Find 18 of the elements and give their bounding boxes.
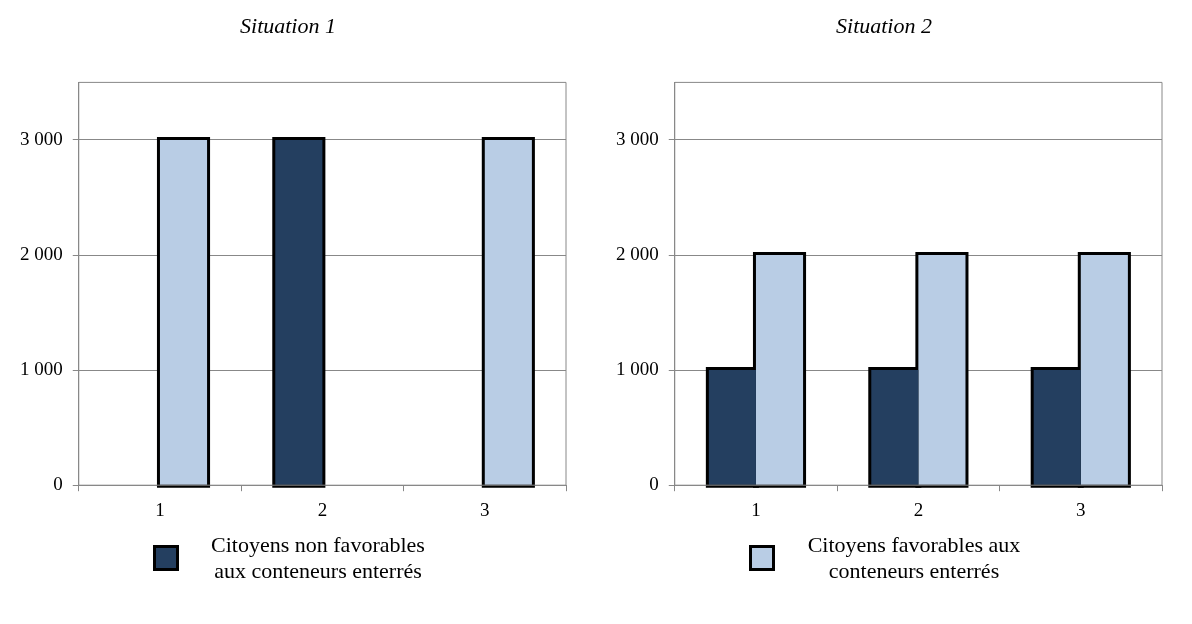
chart-title: Situation 2 <box>836 12 932 38</box>
y-tick-label: 1 000 <box>20 358 63 380</box>
y-tick-label: 0 <box>649 473 659 495</box>
x-tick-label: 3 <box>1076 498 1086 520</box>
y-tick-label: 2 000 <box>20 243 63 265</box>
x-tick-label: 2 <box>317 498 328 520</box>
chart-title: Situation 1 <box>240 12 336 38</box>
y-tick-label: 2 000 <box>616 243 659 265</box>
y-tick-label: 1 000 <box>616 358 659 380</box>
legend-label: Citoyens non favorables aux conteneurs enterrés <box>210 532 426 584</box>
x-tick-label: 2 <box>913 498 924 520</box>
legend-label: Citoyens favorables aux conteneurs enterrés <box>806 532 1022 584</box>
x-tick-label: 1 <box>155 498 165 520</box>
x-tick-label: 3 <box>480 498 490 520</box>
y-tick-label: 3 000 <box>20 127 63 149</box>
y-tick-label: 0 <box>53 473 63 495</box>
y-tick-label: 3 000 <box>616 127 659 149</box>
x-tick-label: 1 <box>751 498 761 520</box>
